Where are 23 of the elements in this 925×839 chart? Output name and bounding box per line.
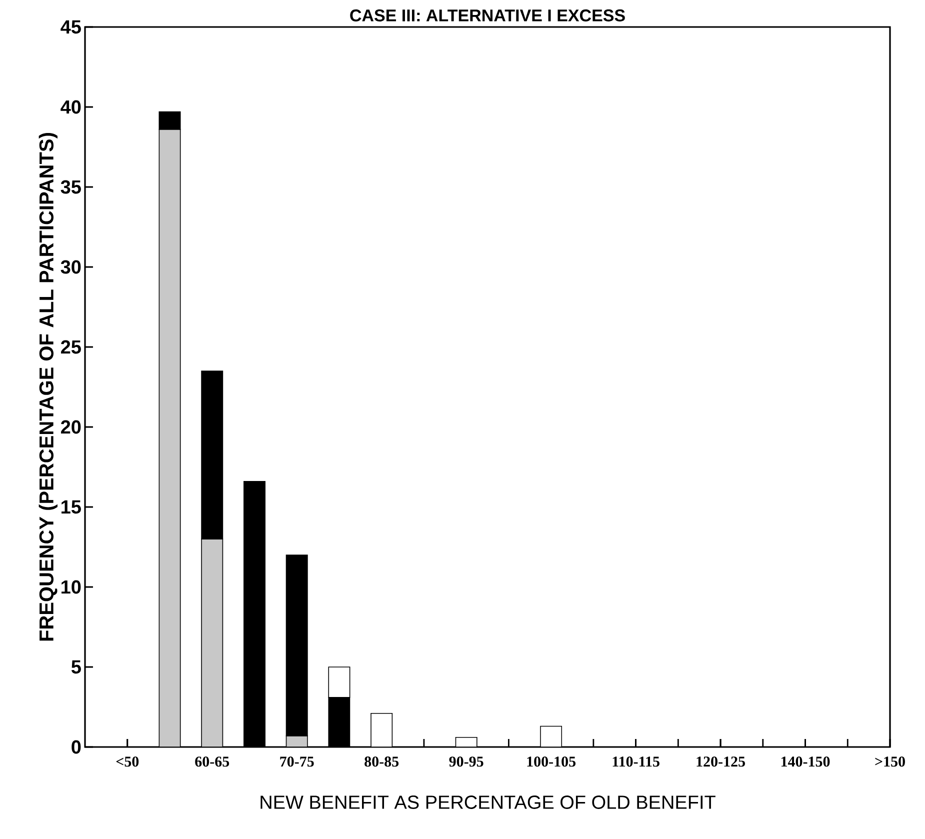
y-tick-label: 45 — [60, 20, 81, 34]
y-tick-label: 5 — [71, 660, 81, 674]
x-tick-label: 110-115 — [612, 756, 660, 767]
y-tick-label: 40 — [60, 100, 81, 114]
y-tick-label: 35 — [60, 180, 81, 194]
x-tick-label: <50 — [116, 756, 139, 767]
x-tick-label: 100-105 — [527, 756, 576, 767]
y-tick-label: 30 — [60, 260, 81, 274]
y-tick-label: 15 — [62, 500, 81, 514]
x-tick-label: 80-85 — [364, 756, 399, 767]
x-axis-title: NEW BENEFIT AS PERCENTAGE OF OLD BENEFIT — [260, 796, 716, 809]
x-tick-label: 140-150 — [781, 756, 830, 767]
x-tick-label: 90-95 — [449, 756, 484, 767]
x-tick-label: 60-65 — [195, 756, 230, 767]
y-axis-title: FREQUENCY (PERCENTAGE OF ALL PARTICIPANTS) — [38, 133, 58, 641]
chart-title: CASE III: ALTERNATIVE I EXCESS — [350, 9, 625, 22]
y-tick-label: 0 — [72, 740, 81, 754]
x-tick-label: 70-75 — [280, 756, 314, 767]
y-tick-label: 20 — [60, 420, 81, 434]
x-tick-label: 120-125 — [696, 756, 745, 767]
y-tick-label: 10 — [62, 580, 81, 594]
y-tick-label: 25 — [60, 340, 81, 354]
x-tick-label: >150 — [875, 756, 905, 767]
